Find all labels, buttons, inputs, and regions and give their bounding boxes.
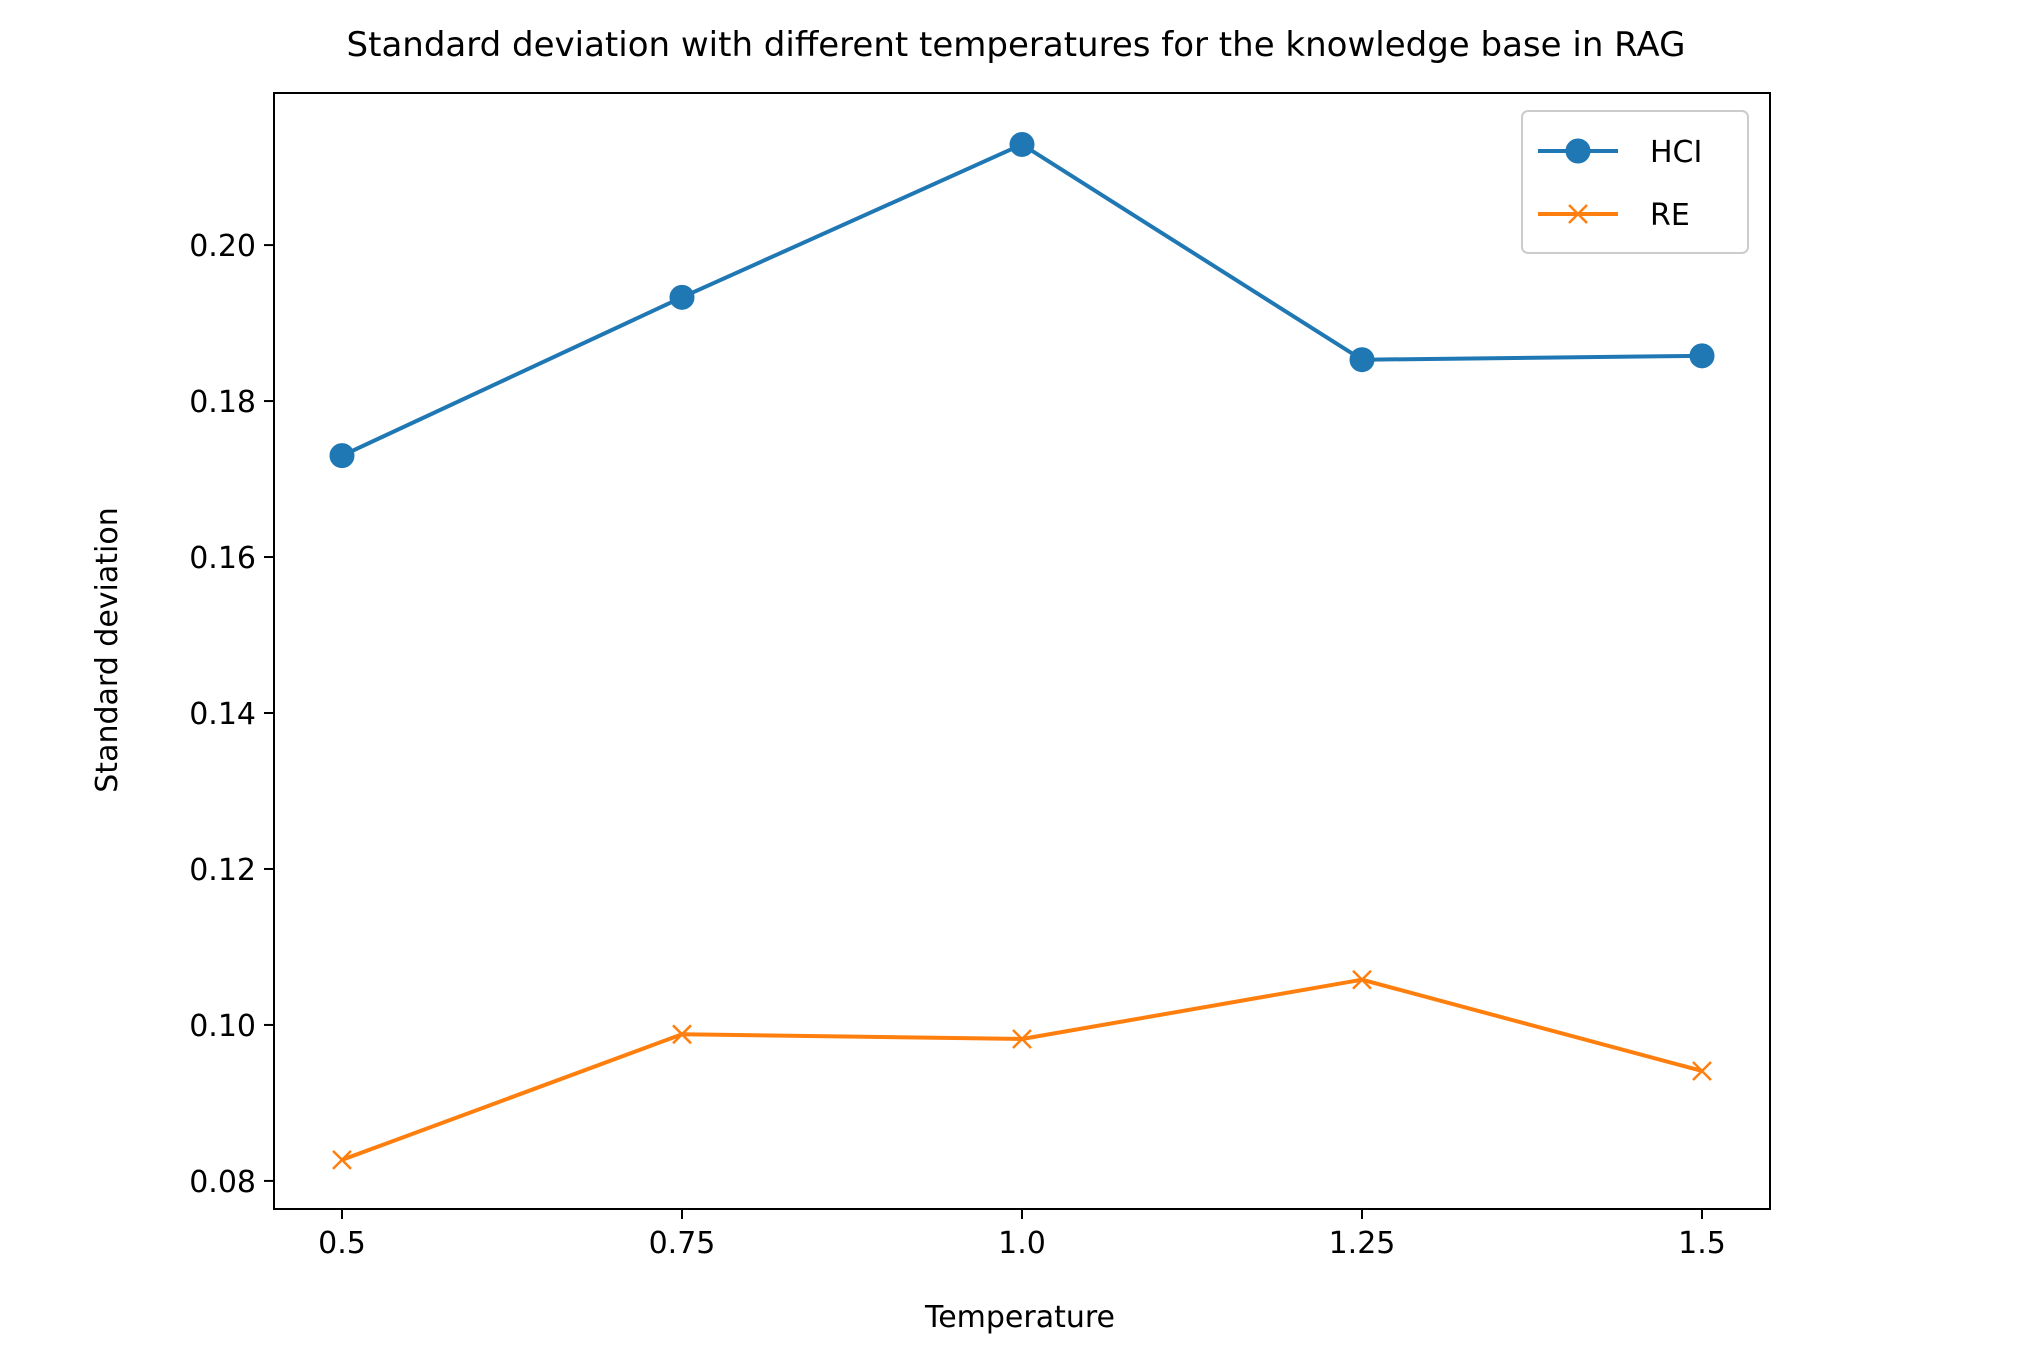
data-point-hci <box>669 284 695 310</box>
data-point-re-stroke <box>1352 969 1372 990</box>
data-point-re-stroke <box>1012 1029 1032 1049</box>
x-tick-label: 1.0 <box>998 1226 1046 1261</box>
plot-area: 0.5 0.75 1.0 1.25 1.5 0.08 0.10 0.12 0.14 0.16 0.1… <box>189 92 1771 1261</box>
data-point-hci <box>1009 131 1035 157</box>
data-point-re-stroke <box>672 1024 692 1045</box>
chart-title: Standard deviation with different temper… <box>347 25 1686 65</box>
data-point-hci <box>329 443 355 469</box>
data-point-re <box>1012 1029 1032 1049</box>
x-tick-label: 0.75 <box>649 1226 716 1261</box>
y-tick-label: 0.20 <box>189 229 256 264</box>
legend-label-hci: HCI <box>1650 135 1702 170</box>
y-tick-label: 0.18 <box>189 385 256 420</box>
plot-frame <box>273 92 1771 1210</box>
legend-marker-re-stroke <box>1568 204 1588 224</box>
x-tick-label: 1.5 <box>1678 1226 1726 1261</box>
data-point-re <box>332 1149 352 1170</box>
y-tick-label: 0.12 <box>189 853 256 888</box>
legend-marker-hci <box>1565 138 1591 164</box>
legend-marker-re <box>1568 204 1588 224</box>
y-tick-label: 0.10 <box>189 1009 256 1044</box>
data-point-hci <box>1689 343 1715 369</box>
legend-box <box>1521 110 1749 254</box>
legend: HCI RE <box>1521 110 1749 254</box>
data-point-re <box>672 1024 692 1045</box>
x-axis-label: Temperature <box>924 1300 1115 1335</box>
series-line-re <box>341 977 1703 1162</box>
x-tick-label: 0.5 <box>318 1226 366 1261</box>
x-tick-label: 1.25 <box>1329 1226 1396 1261</box>
data-point-hci <box>1349 347 1375 373</box>
y-tick-label: 0.16 <box>189 541 256 576</box>
y-axis-label: Standard deviation <box>90 507 125 792</box>
legend-label-re: RE <box>1650 198 1690 233</box>
data-point-re <box>1352 969 1372 990</box>
series-line-hci <box>341 142 1703 458</box>
data-point-re-stroke <box>332 1149 352 1170</box>
y-tick-label: 0.14 <box>189 697 256 732</box>
y-tick-label: 0.08 <box>189 1165 256 1200</box>
data-point-re <box>1692 1061 1712 1081</box>
data-point-re-stroke <box>1692 1061 1712 1081</box>
